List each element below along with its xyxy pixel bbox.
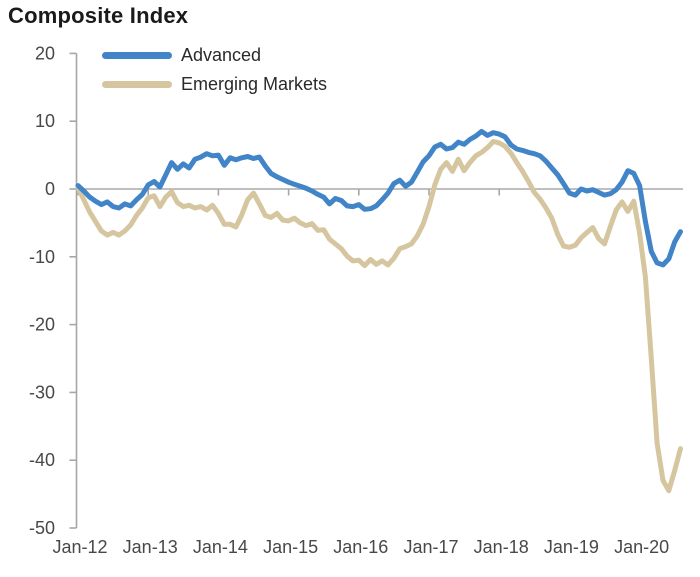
y-tick-label: -30 [29,382,55,402]
y-tick-label: -50 [29,518,55,538]
x-tick-label: Jan-12 [52,537,107,557]
x-tick-label: Jan-13 [123,537,178,557]
x-tick-label: Jan-15 [263,537,318,557]
y-tick-label: 20 [35,43,55,63]
x-tick-label: Jan-14 [193,537,248,557]
emerging-markets-series-line [75,139,683,494]
x-tick-label: Jan-17 [403,537,458,557]
chart-title: Composite Index [8,3,189,28]
x-tick-label: Jan-16 [333,537,388,557]
x-tick-label: Jan-18 [474,537,529,557]
x-tick-label: Jan-19 [544,537,599,557]
advanced-series-line [75,128,683,268]
y-tick-label: -40 [29,450,55,470]
y-tick-label: 0 [45,179,55,199]
y-tick-label: -20 [29,315,55,335]
x-tick-label: Jan-20 [614,537,669,557]
y-tick-label: 10 [35,111,55,131]
y-tick-label: -10 [29,247,55,267]
